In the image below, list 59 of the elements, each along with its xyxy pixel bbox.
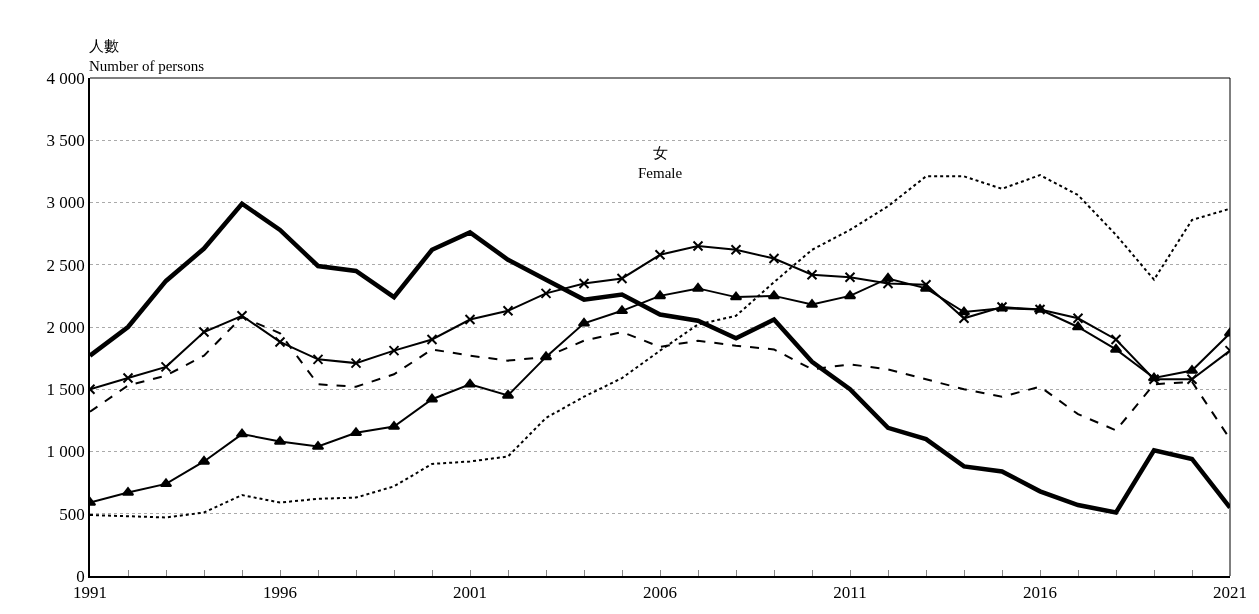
point xyxy=(615,305,629,315)
point xyxy=(654,249,666,261)
point xyxy=(502,305,514,317)
point xyxy=(653,290,667,300)
point xyxy=(1186,373,1198,385)
point xyxy=(122,372,134,384)
point xyxy=(350,357,362,369)
point xyxy=(957,306,971,316)
point xyxy=(426,333,438,345)
point xyxy=(843,290,857,300)
y-tick-label: 3 000 xyxy=(46,193,85,213)
point xyxy=(767,290,781,300)
x-tick-label: 2001 xyxy=(453,583,487,603)
point xyxy=(160,361,172,373)
y-tick-label: 1 500 xyxy=(46,380,85,400)
point xyxy=(464,314,476,326)
point xyxy=(616,272,628,284)
y-tick-label: 0 xyxy=(76,566,85,586)
text: 女 Female xyxy=(638,145,683,181)
point xyxy=(312,353,324,365)
x-tick-label: 1996 xyxy=(263,583,297,603)
point xyxy=(691,282,705,292)
point xyxy=(159,478,173,488)
point xyxy=(349,427,363,437)
point xyxy=(1071,321,1085,331)
point xyxy=(501,389,515,399)
y-tick-label: 1 000 xyxy=(46,442,85,462)
x-tick-label: 2021 xyxy=(1213,583,1247,603)
x-tick-label: 2006 xyxy=(643,583,677,603)
point xyxy=(768,253,780,265)
point xyxy=(578,277,590,289)
y-tick-label: 500 xyxy=(59,504,85,524)
point xyxy=(730,244,742,256)
point xyxy=(881,272,895,282)
x-tick-label: 1991 xyxy=(73,583,107,603)
point xyxy=(540,287,552,299)
point xyxy=(235,428,249,438)
point xyxy=(236,310,248,322)
point xyxy=(198,326,210,338)
point xyxy=(844,271,856,283)
point xyxy=(1072,312,1084,324)
point xyxy=(806,269,818,281)
point xyxy=(388,345,400,357)
y-tick-label: 4 000 xyxy=(46,68,85,88)
point xyxy=(729,291,743,301)
x-tick-label: 2016 xyxy=(1023,583,1057,603)
point xyxy=(692,240,704,252)
point xyxy=(425,393,439,403)
point xyxy=(1110,333,1122,345)
point xyxy=(197,455,211,465)
y-tick-label: 2 000 xyxy=(46,317,85,337)
point xyxy=(577,317,591,327)
x-tick-label: 2011 xyxy=(833,583,867,603)
y-axis-title: 人數 Number of persons xyxy=(89,38,205,74)
y-tick-label: 3 500 xyxy=(46,131,85,151)
point xyxy=(1109,343,1123,353)
point xyxy=(463,378,477,388)
y-tick-label: 2 500 xyxy=(46,255,85,275)
point xyxy=(274,336,286,348)
